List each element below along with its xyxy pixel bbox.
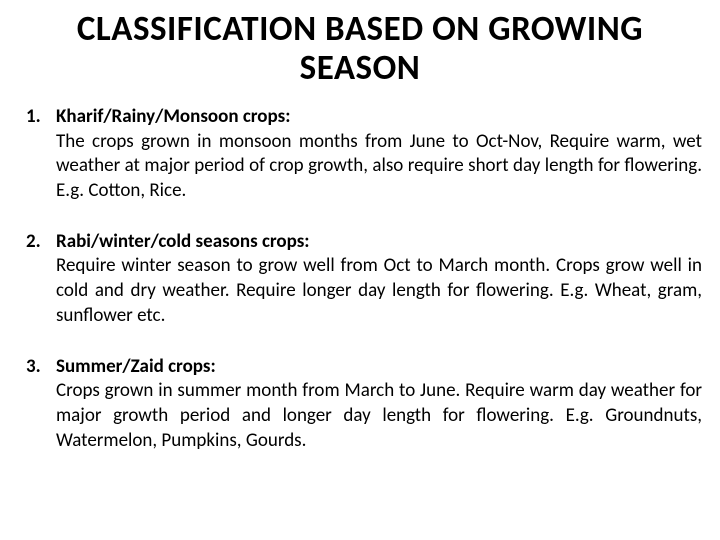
item-heading: Kharif/Rainy/Monsoon crops: (56, 105, 702, 130)
list-item: 2. Rabi/winter/cold seasons crops: Requi… (56, 230, 702, 329)
crop-list: 1. Kharif/Rainy/Monsoon crops: The crops… (18, 105, 702, 453)
slide-container: CLASSIFICATION BASED ON GROWING SEASON 1… (0, 0, 720, 540)
item-number: 2. (26, 230, 41, 253)
item-number: 3. (26, 355, 41, 378)
item-body: The crops grown in monsoon months from J… (56, 130, 702, 204)
item-heading: Summer/Zaid crops: (56, 355, 702, 380)
item-number: 1. (26, 105, 41, 128)
item-body: Crops grown in summer month from March t… (56, 379, 702, 453)
item-heading: Rabi/winter/cold seasons crops: (56, 230, 702, 255)
list-item: 3. Summer/Zaid crops: Crops grown in sum… (56, 355, 702, 454)
page-title: CLASSIFICATION BASED ON GROWING SEASON (18, 10, 702, 87)
item-body: Require winter season to grow well from … (56, 254, 702, 328)
list-item: 1. Kharif/Rainy/Monsoon crops: The crops… (56, 105, 702, 204)
